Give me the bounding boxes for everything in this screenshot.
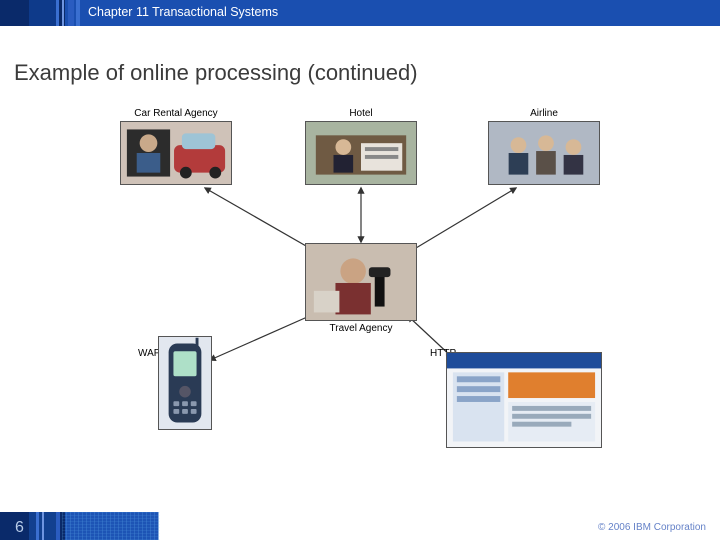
photo-placeholder-icon — [120, 121, 232, 185]
footer-texture — [62, 512, 160, 540]
node-car-rental: Car Rental Agency — [120, 108, 232, 185]
header-accent — [62, 0, 64, 26]
chapter-title: Chapter 11 Transactional Systems — [88, 5, 278, 19]
photo-placeholder-icon — [488, 121, 600, 185]
node-label: Travel Agency — [305, 323, 417, 334]
node-hotel: Hotel — [305, 108, 417, 185]
node-http — [446, 352, 602, 448]
header-accent — [68, 0, 74, 26]
footer-accent — [56, 512, 60, 540]
node-travel-agency: Travel Agency — [305, 243, 417, 334]
page-number: 6 — [15, 519, 24, 537]
node-wap — [158, 336, 212, 430]
phone-icon — [158, 336, 212, 430]
slide: Chapter 11 Transactional Systems Example… — [0, 0, 720, 540]
node-label: Hotel — [305, 108, 417, 119]
copyright: © 2006 IBM Corporation — [598, 522, 706, 533]
node-airline: Airline — [488, 108, 600, 185]
node-label: Airline — [488, 108, 600, 119]
footer-accent — [36, 512, 39, 540]
node-label: Car Rental Agency — [120, 108, 232, 119]
header-accent — [76, 0, 80, 26]
browser-window-icon — [446, 352, 602, 448]
footer-accent — [42, 512, 44, 540]
header-accent — [56, 0, 59, 26]
photo-placeholder-icon — [305, 243, 417, 321]
slide-title: Example of online processing (continued) — [14, 60, 418, 86]
diagram: Car Rental Agency Hotel — [120, 108, 600, 468]
photo-placeholder-icon — [305, 121, 417, 185]
